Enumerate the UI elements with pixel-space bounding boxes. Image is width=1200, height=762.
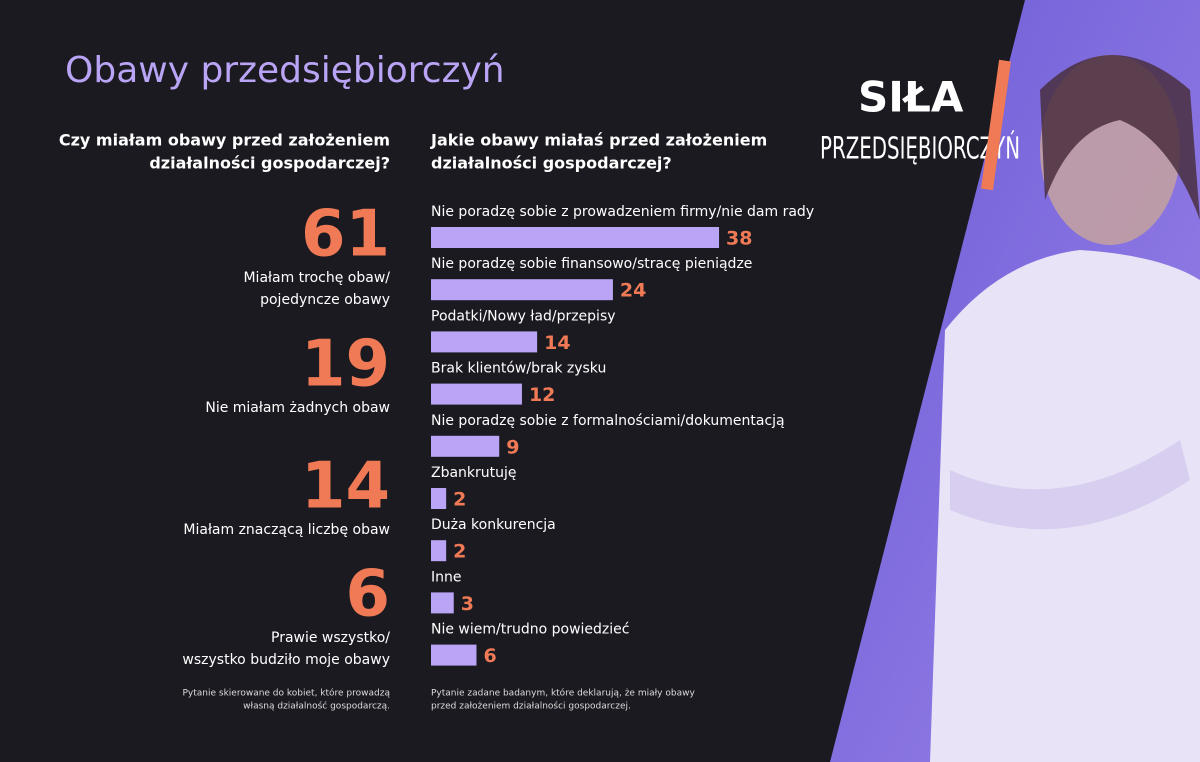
stat-value: 14: [301, 450, 390, 524]
bar: [431, 592, 454, 614]
category-label: Nie wiem/trudno powiedzieć: [431, 622, 629, 638]
logo-mark: [981, 59, 1011, 191]
value-label: 2: [453, 489, 466, 511]
stat-label: pojedyncze obawy: [260, 292, 390, 308]
value-label: 9: [506, 436, 519, 458]
bar: [431, 227, 720, 248]
stat-label: Miałam znaczącą liczbę obaw: [183, 522, 390, 538]
category-label: Nie poradzę sobie finansowo/stracę pieni…: [431, 256, 752, 272]
category-label: Nie poradzę sobie z prowadzeniem firmy/n…: [431, 204, 814, 220]
bar: [431, 435, 500, 457]
footnote: własną działalność gospodarczą.: [243, 701, 390, 712]
category-label: Inne: [431, 569, 462, 585]
bar: [431, 279, 613, 301]
left-heading: działalności gospodarczej?: [149, 154, 390, 173]
value-label: 6: [483, 645, 496, 667]
chart-heading: działalności gospodarczej?: [431, 154, 672, 173]
stat-label: wszystko budziło moje obawy: [182, 652, 390, 668]
stat-label: Miałam trochę obaw/: [243, 270, 390, 286]
value-label: 38: [726, 228, 752, 250]
bar: [431, 540, 447, 562]
bar: [431, 331, 538, 353]
category-label: Podatki/Nowy ład/przepisy: [431, 308, 616, 324]
left-heading: Czy miałam obawy przed założeniem: [59, 131, 390, 150]
stat-value: 61: [301, 198, 390, 272]
chart-heading: Jakie obawy miałaś przed założeniem: [430, 131, 767, 150]
logo-line: SIŁA: [858, 73, 964, 122]
footnote: przed założeniem działalności gospodarcz…: [431, 701, 631, 712]
bar: [431, 488, 447, 509]
bar: [431, 644, 477, 666]
stat-value: 19: [301, 328, 390, 402]
footnote: Pytanie zadane badanym, które deklarują,…: [431, 688, 695, 699]
page-title: Obawy przedsiębiorczyń: [65, 50, 505, 91]
category-label: Brak klientów/brak zysku: [431, 361, 606, 377]
value-label: 3: [461, 593, 474, 615]
stat-label: Prawie wszystko/: [271, 630, 390, 646]
footnote: Pytanie skierowane do kobiet, które prow…: [182, 688, 390, 699]
category-label: Nie poradzę sobie z formalnościami/dokum…: [431, 413, 785, 429]
value-label: 24: [620, 280, 646, 302]
category-label: Duża konkurencja: [431, 517, 556, 533]
stat-label: Nie miałam żadnych obaw: [205, 400, 390, 416]
value-label: 2: [453, 541, 466, 563]
bar: [431, 383, 522, 405]
value-label: 12: [529, 384, 555, 406]
stat-value: 6: [345, 558, 390, 632]
value-label: 14: [544, 332, 570, 354]
category-label: Zbankrutuję: [431, 465, 517, 481]
photo: [830, 0, 1200, 762]
